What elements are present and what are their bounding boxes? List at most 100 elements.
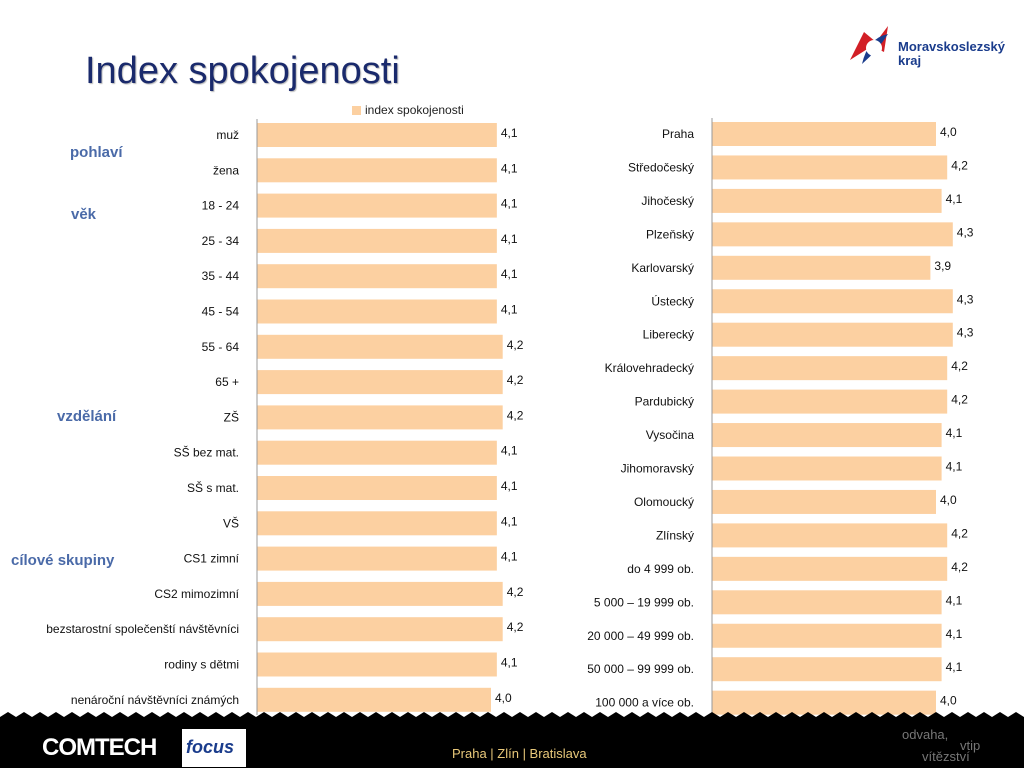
category-label: Plzeňský [646,227,694,241]
bar [257,123,497,147]
value-label: 4,2 [951,158,968,172]
value-label: 4,1 [501,303,518,317]
category-label: žena [213,163,239,177]
category-label: 25 - 34 [202,234,240,248]
bar [257,476,497,500]
value-label: 4,3 [957,225,974,239]
logo-line1: Moravskoslezský [898,39,1005,54]
bar [257,193,497,218]
bar [257,228,497,253]
category-label: 45 - 54 [202,305,240,319]
value-label: 4,1 [946,627,963,641]
bar [257,652,497,677]
category-label: SŠ bez mat. [174,445,239,460]
footer-slogan-1: odvaha, [902,727,949,742]
bar [257,370,503,395]
category-label: 5 000 – 19 999 ob. [594,595,694,609]
footer-cities: Praha | Zlín | Bratislava [452,746,587,761]
bar [712,489,936,514]
category-label: CS2 mimozimní [154,587,239,601]
value-label: 4,0 [495,691,512,705]
region-emblem-icon [850,26,888,64]
left-bar-chart: muž 4,1 žena 4,1 18 - 24 4,1 25 - 34 4,1 35 - 44… [46,119,524,715]
bar [712,122,936,146]
value-label: 4,1 [946,426,963,440]
bar [712,188,942,213]
bar [257,617,503,642]
value-label: 4,3 [957,292,974,306]
value-label: 4,1 [501,197,518,211]
category-label: Zlínský [656,528,694,542]
value-label: 4,0 [940,694,957,708]
value-label: 4,2 [951,560,968,574]
value-label: 4,1 [946,460,963,474]
category-label: SŠ s mat. [187,480,239,495]
group-label-cilove-skupiny: cílové skupiny [11,552,115,569]
category-label: 20 000 – 49 999 ob. [587,629,694,643]
category-label: do 4 999 ob. [627,562,694,576]
category-label: 65 + [215,375,239,389]
category-label: Vysočina [646,428,695,442]
value-label: 4,1 [501,656,518,670]
focus-logo: focus [182,729,246,767]
bar [257,264,497,289]
category-label: muž [216,128,239,142]
category-label: CS1 zimní [184,552,240,566]
group-label-pohlavi: pohlaví [70,144,123,161]
category-label: 50 000 – 99 999 ob. [587,662,694,676]
bar [712,356,948,381]
category-label: bezstarostní společenští návštěvníci [46,622,239,636]
group-label-vek: věk [71,206,97,223]
category-label: Praha [662,127,694,141]
value-label: 4,2 [507,338,524,352]
category-label: Královehradecký [605,361,694,375]
bar [257,581,503,606]
category-label: Ústecký [651,293,694,308]
category-label: Pardubický [635,395,694,409]
value-label: 4,1 [501,444,518,458]
bar [712,523,948,548]
category-label: rodiny s dětmi [164,658,239,672]
group-label-vzdelani: vzdělání [57,408,117,425]
bar [712,456,942,481]
logo-text: Moravskoslezský kraj [898,40,1005,68]
value-label: 4,2 [507,585,524,599]
value-label: 4,1 [501,126,518,140]
value-label: 4,2 [951,526,968,540]
value-label: 4,2 [951,393,968,407]
bar [712,690,936,715]
value-label: 4,1 [946,192,963,206]
bar [257,299,497,324]
footer-slogan-2: vtip [960,738,981,753]
category-label: Olomoucký [634,495,694,509]
value-label: 3,9 [934,259,951,273]
category-label: Karlovarský [631,261,694,275]
bar [257,511,497,536]
value-label: 4,0 [940,125,957,139]
bar [712,590,942,615]
logo-line2: kraj [898,53,922,68]
bar [712,222,953,247]
category-label: 18 - 24 [202,199,240,213]
footer-slogan-3: vítězství [922,749,970,764]
value-label: 4,1 [501,479,518,493]
chart-legend: index spokojenosti [352,103,464,117]
value-label: 4,1 [501,550,518,564]
bar [257,334,503,359]
value-label: 4,2 [507,373,524,387]
bar [712,155,948,180]
value-label: 4,1 [501,267,518,281]
value-label: 4,2 [951,359,968,373]
category-label: Jihomoravský [621,462,694,476]
value-label: 4,2 [507,620,524,634]
value-label: 4,2 [507,408,524,422]
category-label: Středočeský [628,160,694,174]
bar [257,687,491,712]
bar [712,556,948,581]
category-label: 35 - 44 [202,269,240,283]
bar [712,423,942,448]
bar [257,405,503,430]
bar [712,389,948,414]
value-label: 4,1 [501,514,518,528]
category-label: VŠ [223,515,239,530]
